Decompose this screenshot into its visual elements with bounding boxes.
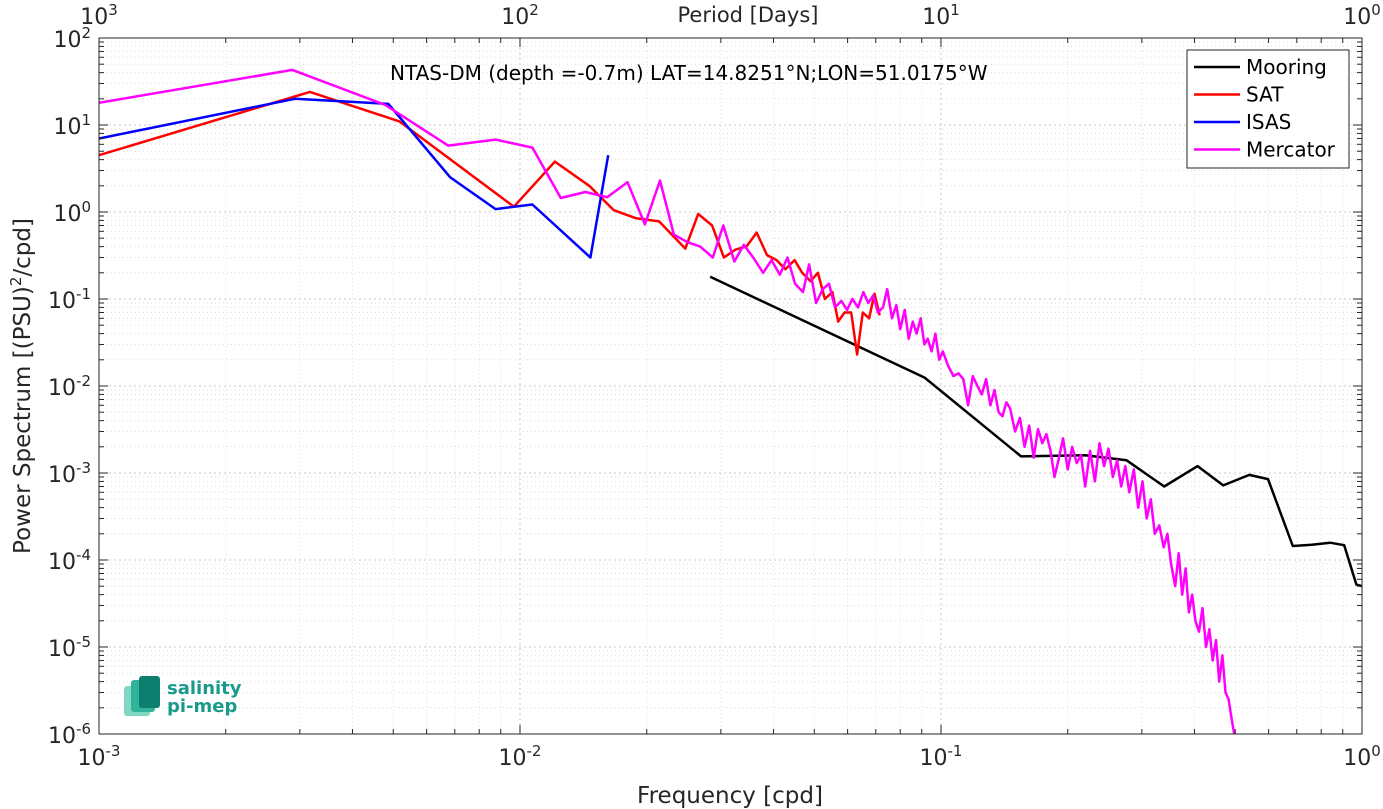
y-tick-label: 10-3 bbox=[48, 459, 91, 488]
y-tick-label: 101 bbox=[53, 111, 91, 140]
y-axis-label: Power Spectrum [(PSU)2/cpd] bbox=[7, 218, 36, 554]
logo-shape-front bbox=[139, 676, 160, 708]
y-tick-label: 102 bbox=[53, 24, 91, 53]
legend: Mooring SAT ISAS Mercator bbox=[1186, 49, 1350, 169]
y-tick-label: 100 bbox=[53, 198, 91, 227]
top-tick-label: 101 bbox=[922, 1, 960, 30]
tick-marks bbox=[98, 38, 1362, 735]
series-group bbox=[99, 68, 1362, 734]
y-tick-label-exponent: -4 bbox=[76, 546, 91, 564]
logo-text-line1: salinity bbox=[167, 678, 242, 699]
y-tick-label-exponent: -6 bbox=[76, 720, 91, 738]
y-axis-label-end: /cpd] bbox=[10, 218, 36, 277]
series-line-isas bbox=[99, 97, 610, 259]
y-tick-label: 10-5 bbox=[48, 633, 91, 662]
y-tick-label-base: 10 bbox=[48, 550, 76, 575]
y-tick-label-base: 10 bbox=[53, 202, 81, 227]
logo-text-line2: pi-mep bbox=[167, 696, 237, 717]
top-tick-label: 102 bbox=[501, 1, 539, 30]
chart-title: NTAS-DM (depth =-0.7m) LAT=14.8251°N;LON… bbox=[390, 61, 988, 85]
top-tick-label-exponent: 0 bbox=[1371, 1, 1381, 19]
legend-label-mooring: Mooring bbox=[1246, 55, 1327, 79]
y-tick-label-base: 10 bbox=[53, 115, 81, 140]
x-tick-label-base: 10 bbox=[78, 746, 106, 771]
x-tick-label: 10-1 bbox=[920, 742, 963, 771]
x-tick-label-base: 10 bbox=[499, 746, 527, 771]
top-tick-label-exponent: 2 bbox=[529, 1, 539, 19]
x-tick-label: 10-3 bbox=[78, 742, 121, 771]
y-tick-label-base: 10 bbox=[48, 289, 76, 314]
y-tick-label-base: 10 bbox=[48, 376, 76, 401]
y-tick-label: 10-1 bbox=[48, 285, 91, 314]
y-tick-label-exponent: 1 bbox=[81, 111, 91, 129]
top-tick-label-exponent: 3 bbox=[108, 1, 118, 19]
x-tick-label-base: 10 bbox=[1343, 746, 1371, 771]
y-tick-label-exponent: -3 bbox=[76, 459, 91, 477]
x-tick-label-exponent: -1 bbox=[948, 742, 963, 760]
top-axis-label: Period [Days] bbox=[678, 3, 819, 27]
x-tick-label: 10-2 bbox=[499, 742, 542, 771]
top-tick-label: 100 bbox=[1343, 1, 1381, 30]
top-tick-label-base: 10 bbox=[80, 5, 108, 30]
top-tick-label-base: 10 bbox=[1343, 5, 1371, 30]
y-axis-label-sup: 2 bbox=[7, 277, 25, 287]
series-line-mercator bbox=[99, 68, 1236, 734]
y-tick-label-exponent: -5 bbox=[76, 633, 91, 651]
series-line-mooring bbox=[709, 275, 1362, 588]
salinity-pimep-logo: salinity pi-mep bbox=[124, 676, 242, 717]
x-tick-label-exponent: 0 bbox=[1371, 742, 1381, 760]
x-tick-label-exponent: -3 bbox=[106, 742, 121, 760]
y-tick-label-base: 10 bbox=[53, 28, 81, 53]
top-tick-label-base: 10 bbox=[922, 5, 950, 30]
legend-label-sat: SAT bbox=[1246, 83, 1284, 107]
top-tick-label-base: 10 bbox=[501, 5, 529, 30]
x-tick-label-base: 10 bbox=[920, 746, 948, 771]
y-tick-label-base: 10 bbox=[48, 637, 76, 662]
y-tick-label: 10-6 bbox=[48, 720, 91, 749]
x-axis-label: Frequency [cpd] bbox=[637, 783, 823, 809]
y-tick-label-base: 10 bbox=[48, 463, 76, 488]
y-tick-label-exponent: -2 bbox=[76, 372, 91, 390]
y-axis-label-main: Power Spectrum [(PSU) bbox=[10, 286, 36, 554]
y-tick-label-base: 10 bbox=[48, 724, 76, 749]
y-tick-label-exponent: 2 bbox=[81, 24, 91, 42]
legend-label-mercator: Mercator bbox=[1246, 138, 1336, 162]
top-tick-label-exponent: 1 bbox=[950, 1, 960, 19]
x-tick-label-exponent: -2 bbox=[527, 742, 542, 760]
y-tick-label-exponent: -1 bbox=[76, 285, 91, 303]
x-tick-label: 100 bbox=[1343, 742, 1381, 771]
y-tick-label-exponent: 0 bbox=[81, 198, 91, 216]
y-tick-label: 10-4 bbox=[48, 546, 91, 575]
legend-label-isas: ISAS bbox=[1246, 110, 1291, 134]
top-tick-label: 103 bbox=[80, 1, 118, 30]
y-tick-label: 10-2 bbox=[48, 372, 91, 401]
